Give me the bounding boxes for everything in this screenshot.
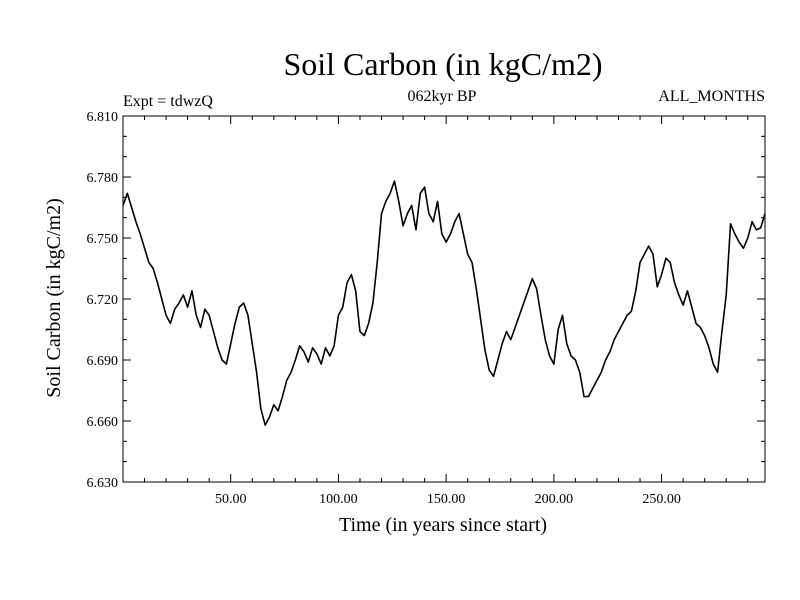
axes: 50.00 100.00 150.00 200.00 250.00 6.630 6.660 6…: [87, 110, 766, 507]
x-tick-label: 50.00: [215, 492, 247, 507]
x-tick-label: 250.00: [642, 492, 681, 507]
y-axis-label: Soil Carbon (in kgC/m2): [43, 198, 65, 397]
plot-frame: [122, 115, 766, 483]
y-tick-label: 6.660: [87, 415, 119, 430]
chart-subtitle: 062kyr BP: [408, 88, 477, 105]
y-tick-label: 6.810: [87, 110, 119, 125]
x-tick-label: 150.00: [427, 492, 466, 507]
x-tick-label: 100.00: [319, 492, 358, 507]
y-tick-label: 6.750: [87, 232, 119, 247]
series-line-0: [122, 180, 766, 426]
y-tick-label: 6.630: [87, 476, 119, 491]
y-tick-label: 6.780: [87, 171, 119, 186]
x-axis-label: Time (in years since start): [339, 514, 547, 536]
months-label: ALL_MONTHS: [658, 88, 765, 105]
experiment-label: Expt = tdwzQ: [123, 93, 213, 110]
series-layer: [122, 180, 766, 426]
y-tick-label: 6.690: [87, 354, 119, 369]
x-tick-label: 200.00: [535, 492, 574, 507]
y-tick-label: 6.720: [87, 293, 119, 308]
chart-title: Soil Carbon (in kgC/m2): [283, 46, 602, 82]
